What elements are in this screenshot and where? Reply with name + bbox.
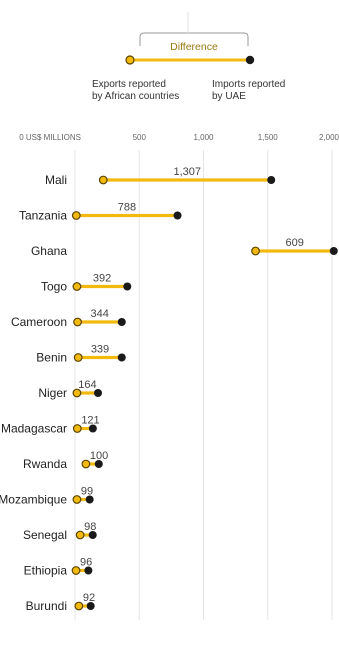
legend-imports-line1: Imports reported xyxy=(212,79,285,90)
country-label: Togo xyxy=(41,280,67,294)
export-dot xyxy=(72,388,82,398)
import-dot xyxy=(329,247,338,255)
chart-row: Mali 1,307 xyxy=(45,166,276,187)
difference-label: 392 xyxy=(93,273,111,285)
difference-label: 344 xyxy=(90,308,108,320)
export-dot xyxy=(98,175,108,185)
difference-label: 96 xyxy=(80,557,92,569)
legend-imports-line2: by UAE xyxy=(212,91,246,102)
import-dot xyxy=(123,282,132,291)
country-label: Tanzania xyxy=(19,209,67,223)
chart-row: Cameroon 344 xyxy=(11,308,126,329)
import-dot xyxy=(84,566,93,575)
difference-label: 788 xyxy=(118,202,136,214)
grid xyxy=(74,150,333,620)
difference-label: 98 xyxy=(84,521,96,533)
import-dot xyxy=(86,602,95,610)
import-dot xyxy=(173,211,182,220)
chart-row: Madagascar 121 xyxy=(1,415,100,436)
export-dot xyxy=(71,566,81,575)
x-axis-ticks: 0 US$ MILLIONS 500 1,000 1,500 2,000 xyxy=(19,133,339,142)
difference-label: 164 xyxy=(78,379,96,391)
export-dot xyxy=(81,459,91,469)
chart-row: Togo 392 xyxy=(41,273,132,294)
chart-row: Benin 339 xyxy=(36,344,126,365)
country-label: Burundi xyxy=(26,599,67,613)
x-tick-label: 2,000 xyxy=(319,133,339,142)
legend: Difference Exports reported by African c… xyxy=(92,12,285,102)
chart-row: Ghana 609 xyxy=(31,237,338,258)
import-dot xyxy=(88,531,97,539)
chart-row: Ethiopia 96 xyxy=(24,557,93,578)
country-label: Cameroon xyxy=(11,315,67,329)
export-dot xyxy=(73,353,83,362)
legend-bracket xyxy=(139,32,249,46)
export-dot xyxy=(73,317,82,327)
difference-label: 100 xyxy=(90,450,108,462)
chart-row: Mozambique 99 xyxy=(0,486,94,507)
import-dot xyxy=(117,353,126,362)
export-dot xyxy=(72,424,82,433)
chart-row: Burundi 92 xyxy=(26,592,95,613)
chart-row: Tanzania 788 xyxy=(19,202,182,223)
rows: Mali 1,307 Tanzania 788 Ghana 609 Togo 392 Camer… xyxy=(0,166,338,613)
export-dot xyxy=(75,530,85,540)
legend-difference-label: Difference xyxy=(170,41,218,53)
country-label: Rwanda xyxy=(23,457,67,471)
country-label: Benin xyxy=(36,351,67,365)
export-dot xyxy=(71,211,81,220)
import-dot xyxy=(88,424,97,433)
country-label: Mali xyxy=(45,173,67,187)
country-label: Madagascar xyxy=(1,422,67,436)
difference-label: 609 xyxy=(285,237,303,249)
difference-label: 92 xyxy=(83,592,95,604)
legend-exports-line1: Exports reported xyxy=(92,79,166,90)
chart-row: Niger 164 xyxy=(38,379,103,400)
country-label: Niger xyxy=(38,386,67,400)
chart-row: Senegal 98 xyxy=(23,521,97,542)
import-dot xyxy=(117,318,126,326)
country-label: Ethiopia xyxy=(24,564,68,578)
legend-import-dot xyxy=(245,55,255,65)
difference-label: 339 xyxy=(91,344,109,356)
import-dot xyxy=(267,176,276,184)
import-dot xyxy=(85,495,94,504)
difference-label: 121 xyxy=(81,415,99,427)
export-dot xyxy=(72,495,82,504)
difference-label: 1,307 xyxy=(173,166,201,178)
difference-label: 99 xyxy=(81,486,93,498)
country-label: Mozambique xyxy=(0,493,67,507)
legend-exports-line2: by African countries xyxy=(92,91,179,102)
country-label: Senegal xyxy=(23,528,67,542)
import-dot xyxy=(94,389,103,397)
export-dot xyxy=(72,282,82,291)
chart-row: Rwanda 100 xyxy=(23,450,108,471)
x-tick-label: 500 xyxy=(133,133,147,142)
import-dot xyxy=(94,460,103,468)
country-label: Ghana xyxy=(31,244,67,258)
export-dot xyxy=(74,601,84,611)
x-tick-label: 1,000 xyxy=(193,133,214,142)
legend-export-dot xyxy=(125,55,135,65)
x-tick-label: 0 US$ MILLIONS xyxy=(19,133,81,142)
export-dot xyxy=(251,246,260,256)
x-tick-label: 1,500 xyxy=(258,133,279,142)
